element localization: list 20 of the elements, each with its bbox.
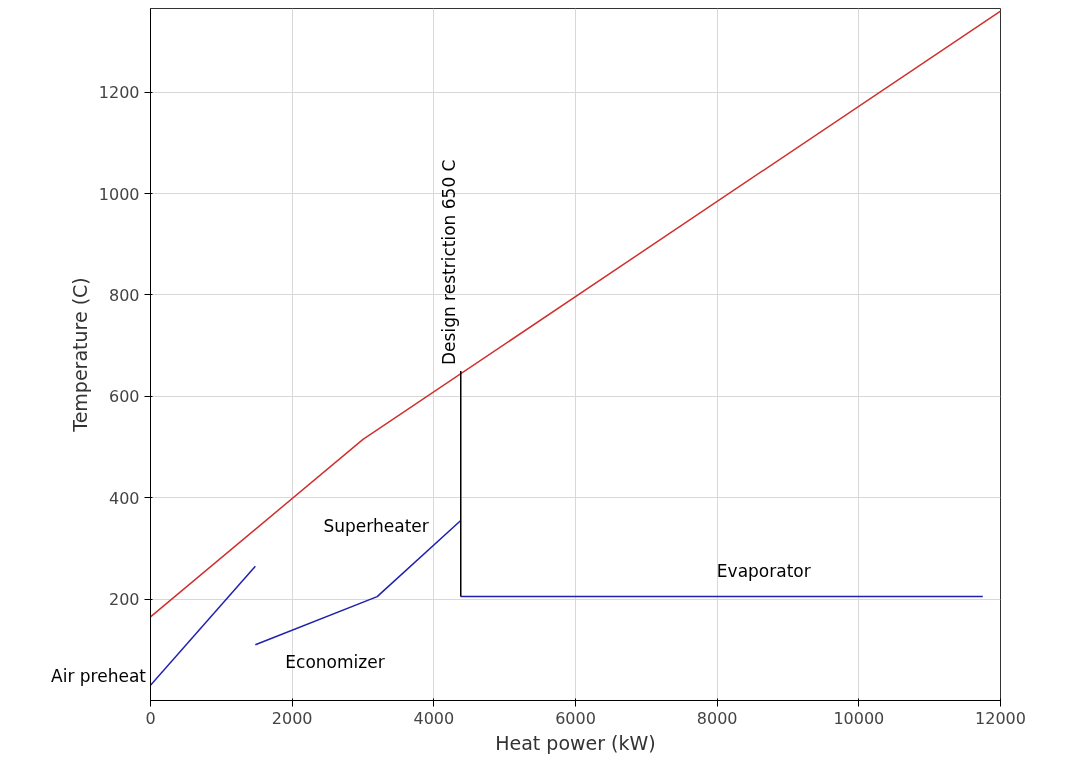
series-label: Air preheat xyxy=(50,666,146,686)
series-label: Evaporator xyxy=(716,560,811,581)
annotation: Superheater xyxy=(323,515,429,536)
y-tick-label: 600 xyxy=(108,387,140,407)
y-tick-label: 1000 xyxy=(98,184,140,204)
x-tick-label: 10000 xyxy=(833,708,885,728)
annotation: Economizer xyxy=(285,651,385,672)
text: Design restriction 650 C xyxy=(438,159,459,365)
y-tick-label: 1200 xyxy=(98,83,140,103)
y-axis-title: Temperature (C) xyxy=(68,277,91,433)
x-tick-label: 12000 xyxy=(975,708,1026,728)
x-tick-label: 8000 xyxy=(696,708,738,728)
x-tick-label: 6000 xyxy=(555,708,596,728)
x-tick-label: 4000 xyxy=(413,708,455,728)
x-axis-title: Heat power (kW) xyxy=(495,731,656,754)
y-tick-label: 200 xyxy=(108,590,140,610)
x-tick-label: 0 xyxy=(145,708,156,728)
y-tick-label: 800 xyxy=(108,285,140,305)
x-tick-label: 2000 xyxy=(271,708,313,728)
y-tick-label: 400 xyxy=(108,488,140,508)
